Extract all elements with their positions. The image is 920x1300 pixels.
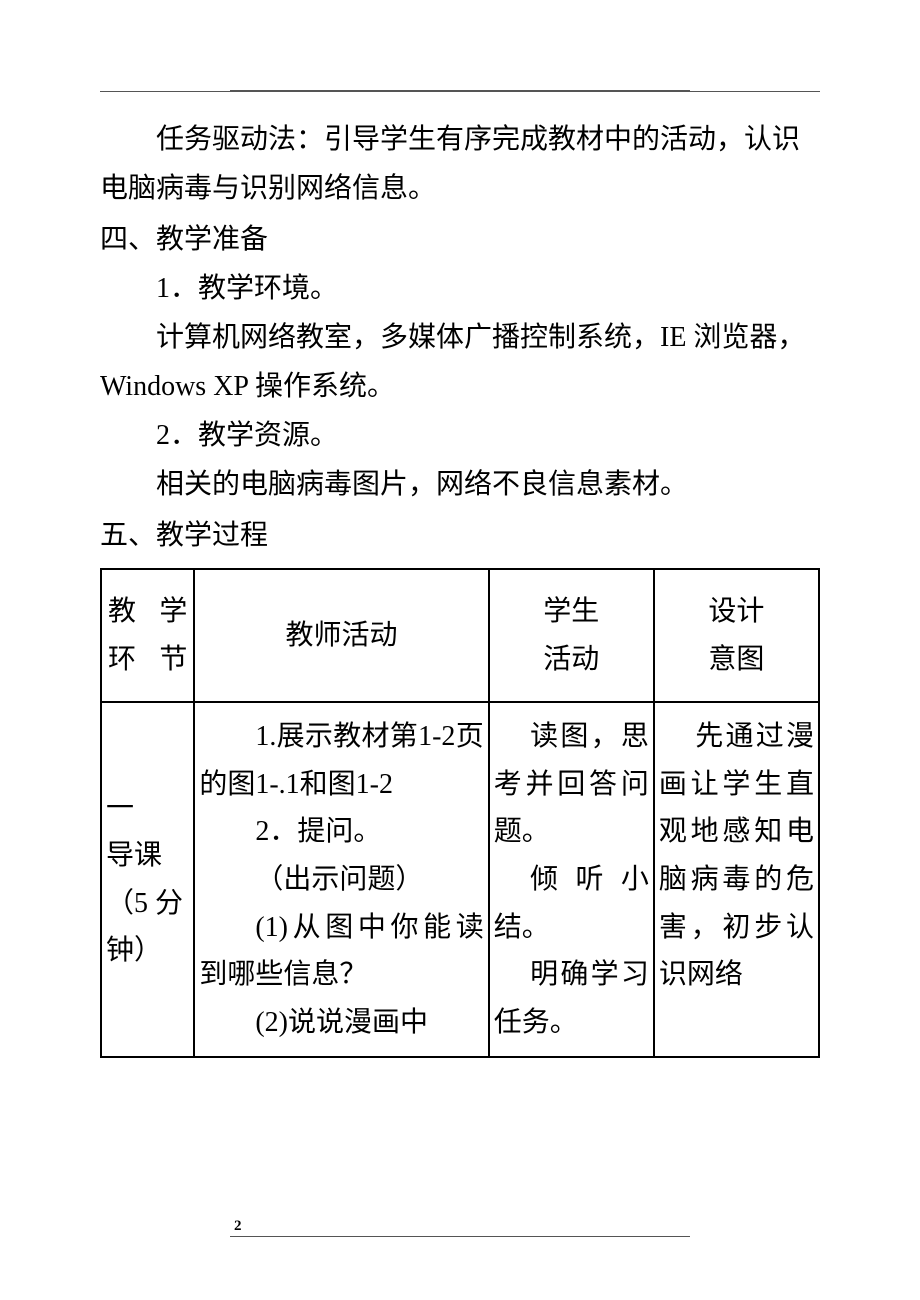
stage-cell: 一 导课 （5 分钟）	[101, 702, 194, 1057]
student-activity-cell: 读图，思考并回答问题。 倾听小结。 明确学习任务。	[489, 702, 654, 1057]
section-4-title: 四、教学准备	[100, 215, 820, 264]
prep-item-2-detail: 相关的电脑病毒图片，网络不良信息素材。	[100, 460, 820, 509]
table-header-row: 教学环节 教师活动 学生活动 设计意图	[101, 569, 819, 702]
document-body: 任务驱动法：引导学生有序完成教材中的活动，认识电脑病毒与识别网络信息。 四、教学…	[100, 115, 820, 1058]
page-number: 2	[230, 1218, 246, 1235]
section-5-title: 五、教学过程	[100, 511, 820, 560]
prep-item-1: 1．教学环境。	[100, 264, 820, 313]
teaching-process-table: 教学环节 教师活动 学生活动 设计意图 一 导课 （5 分钟） 1.展示教材第1…	[100, 568, 820, 1058]
footer-separator	[230, 1236, 690, 1237]
header-design-intent: 设计意图	[654, 569, 819, 702]
prep-item-1-detail: 计算机网络教室，多媒体广播控制系统，IE 浏览器，Windows XP 操作系统…	[100, 313, 820, 411]
header-student-activity: 学生活动	[489, 569, 654, 702]
header-stage: 教学环节	[101, 569, 194, 702]
teacher-activity-cell: 1.展示教材第1-2页的图1-.1和图1-2 2．提问。 （出示问题） (1)从…	[194, 702, 488, 1057]
header-separator	[100, 90, 820, 92]
header-teacher-activity: 教师活动	[194, 569, 488, 702]
design-intent-cell: 先通过漫画让学生直观地感知电脑病毒的危害，初步认识网络	[654, 702, 819, 1057]
paragraph-task-method: 任务驱动法：引导学生有序完成教材中的活动，认识电脑病毒与识别网络信息。	[100, 115, 820, 213]
prep-item-2: 2．教学资源。	[100, 411, 820, 460]
table-row-1: 一 导课 （5 分钟） 1.展示教材第1-2页的图1-.1和图1-2 2．提问。…	[101, 702, 819, 1057]
